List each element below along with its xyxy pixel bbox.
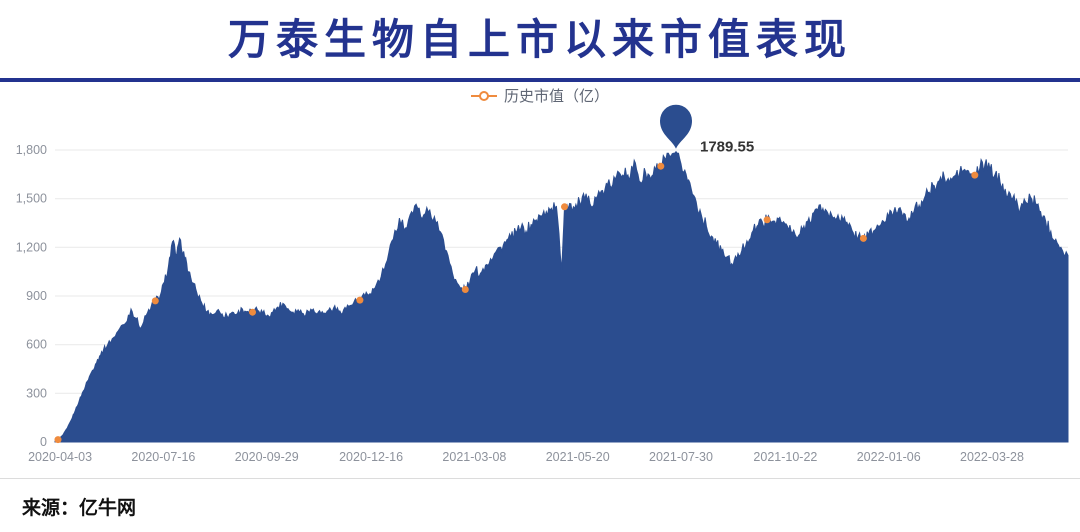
svg-text:2022-01-06: 2022-01-06 bbox=[857, 450, 921, 464]
svg-text:900: 900 bbox=[26, 289, 47, 303]
page-title: 万泰生物自上市以来市值表现 bbox=[227, 16, 852, 63]
svg-text:1,200: 1,200 bbox=[16, 240, 47, 254]
svg-text:2021-10-22: 2021-10-22 bbox=[753, 450, 817, 464]
legend-item-market-cap[interactable]: 历史市值（亿） bbox=[0, 84, 1080, 108]
svg-text:2020-09-29: 2020-09-29 bbox=[235, 450, 299, 464]
svg-text:600: 600 bbox=[26, 337, 47, 351]
svg-text:0: 0 bbox=[40, 435, 47, 449]
title-divider bbox=[0, 77, 1080, 82]
svg-text:2021-05-20: 2021-05-20 bbox=[546, 450, 610, 464]
svg-text:2021-03-08: 2021-03-08 bbox=[442, 450, 506, 464]
peak-pin-icon bbox=[660, 104, 692, 149]
peak-value-label: 1789.55 bbox=[700, 138, 754, 155]
legend-label: 历史市值（亿） bbox=[503, 88, 609, 106]
svg-text:300: 300 bbox=[26, 386, 47, 400]
svg-text:2020-12-16: 2020-12-16 bbox=[339, 450, 403, 464]
svg-text:1,500: 1,500 bbox=[16, 191, 47, 205]
svg-text:2020-04-03: 2020-04-03 bbox=[28, 450, 92, 464]
svg-text:2022-03-28: 2022-03-28 bbox=[960, 450, 1024, 464]
source-note: 来源：亿牛网 bbox=[0, 477, 1080, 520]
svg-text:2020-07-16: 2020-07-16 bbox=[131, 450, 195, 464]
svg-text:1,800: 1,800 bbox=[16, 143, 47, 157]
legend-marker-icon bbox=[470, 90, 497, 101]
market-cap-chart[interactable]: 0 300 600 900 1,200 1,500 1,800 2020-04-03 2020-… bbox=[0, 104, 1080, 476]
svg-text:2021-07-30: 2021-07-30 bbox=[649, 450, 713, 464]
